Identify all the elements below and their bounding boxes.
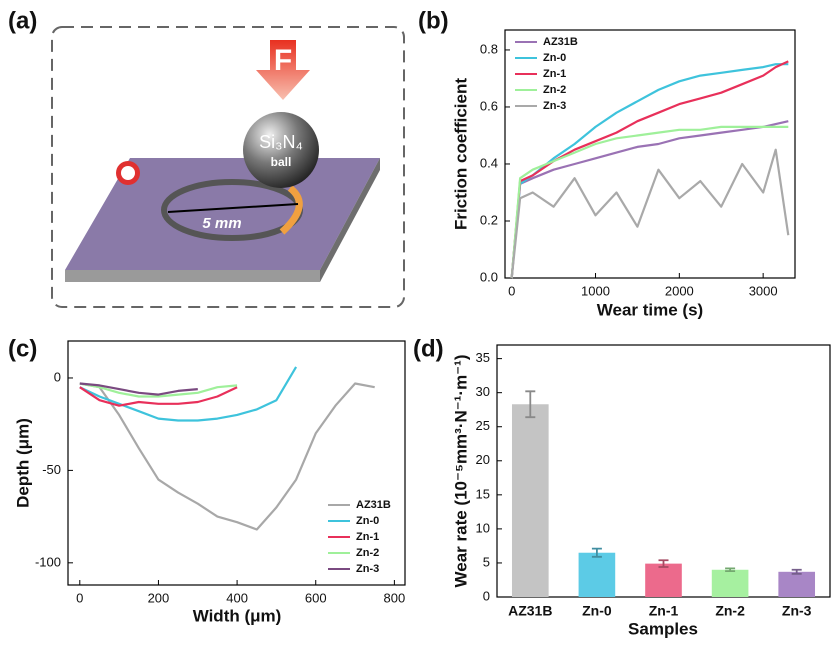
y-tick-label: 0.2: [480, 212, 498, 227]
bar: [511, 404, 549, 597]
y-axis-label: Friction coefficient: [451, 78, 470, 230]
force-arrow: [256, 40, 310, 100]
bar: [578, 552, 616, 597]
motion-arrow: [279, 185, 303, 235]
ball: [243, 112, 319, 188]
error-bar: [591, 547, 602, 558]
dimension-line: [167, 203, 299, 213]
error-bar: [725, 567, 736, 573]
x-tick-label: 1000: [581, 283, 610, 298]
plot-frame: [504, 29, 796, 279]
legend-label: Zn-1: [543, 68, 566, 80]
sample-side: [65, 270, 320, 282]
series-line: [79, 382, 198, 396]
bar: [778, 571, 816, 597]
x-tick-label: 400: [226, 590, 248, 605]
y-tick-label: 25: [476, 418, 490, 433]
schematic: F Si₃N₄ ball 5 mm (a): [8, 7, 405, 308]
y-tick-label: 10: [476, 520, 490, 535]
series-line: [510, 148, 790, 279]
x-tick-label: 0: [76, 590, 83, 605]
legend-label: Zn-2: [543, 84, 566, 96]
series-line: [510, 63, 789, 279]
legend-label: Zn-1: [356, 531, 379, 543]
y-axis-label: Wear rate (10⁻⁵mm³·N⁻¹·m⁻¹): [451, 355, 470, 588]
series-line: [79, 386, 238, 407]
dashed-frame: [51, 26, 405, 308]
series-line: [79, 382, 375, 531]
plot-frame: [67, 340, 406, 586]
series-line: [510, 120, 789, 279]
y-tick-label: 30: [476, 384, 490, 399]
x-tick-label: Zn-0: [582, 603, 612, 619]
x-tick-label: 200: [148, 590, 170, 605]
panel-label: (a): [8, 7, 37, 34]
panel-label: (b): [418, 7, 449, 34]
legend-label: Zn-0: [356, 515, 379, 527]
track-label: 5 mm: [202, 215, 241, 232]
x-tick-label: 3000: [749, 283, 778, 298]
y-tick-label: 5: [483, 554, 490, 569]
x-axis-label: Width (μm): [193, 606, 282, 625]
y-tick-label: 0.4: [480, 155, 498, 170]
y-tick-label: 0: [54, 369, 61, 384]
bar: [645, 563, 682, 597]
logo-inner: [121, 166, 135, 180]
panel-label: (c): [8, 335, 37, 362]
panel-label: (d): [413, 335, 444, 362]
x-tick-label: AZ31B: [508, 603, 552, 619]
y-tick-label: 0.0: [480, 269, 498, 284]
x-axis-label: Samples: [628, 619, 698, 638]
y-tick-label: 0.6: [480, 98, 498, 113]
y-tick-label: -50: [42, 462, 61, 477]
y-tick-label: 15: [476, 486, 490, 501]
sample-edge: [320, 158, 380, 282]
y-tick-label: -100: [35, 554, 61, 569]
force-label: F: [274, 44, 292, 77]
bar: [711, 569, 749, 597]
x-tick-label: 0: [508, 283, 515, 298]
error-bar: [525, 390, 536, 419]
ball-label: Si₃N₄: [259, 132, 303, 152]
y-tick-label: 0: [483, 588, 490, 603]
legend-label: AZ31B: [543, 36, 578, 48]
series-line: [510, 125, 789, 279]
y-axis-label: Depth (μm): [13, 418, 32, 508]
y-tick-label: 0.8: [480, 41, 498, 56]
x-tick-label: 800: [384, 590, 406, 605]
series-line: [79, 382, 238, 398]
x-tick-label: Zn-3: [782, 603, 812, 619]
x-tick-label: Zn-2: [715, 603, 745, 619]
legend-label: Zn-0: [543, 52, 566, 64]
legend-label: Zn-3: [356, 563, 379, 575]
y-tick-label: 35: [476, 350, 490, 365]
x-tick-label: 2000: [665, 283, 694, 298]
x-axis-label: Wear time (s): [597, 300, 703, 319]
legend-label: Zn-2: [356, 547, 379, 559]
ball-sublabel: ball: [271, 155, 292, 169]
error-bar: [791, 568, 802, 575]
sample-top: [65, 158, 380, 270]
legend-label: AZ31B: [356, 499, 391, 511]
series-line: [79, 366, 298, 422]
x-tick-label: Zn-1: [649, 603, 679, 619]
legend-label: Zn-3: [543, 100, 566, 112]
series-line: [510, 60, 789, 279]
error-bar: [658, 559, 669, 568]
y-tick-label: 20: [476, 452, 490, 467]
x-tick-label: 600: [305, 590, 327, 605]
